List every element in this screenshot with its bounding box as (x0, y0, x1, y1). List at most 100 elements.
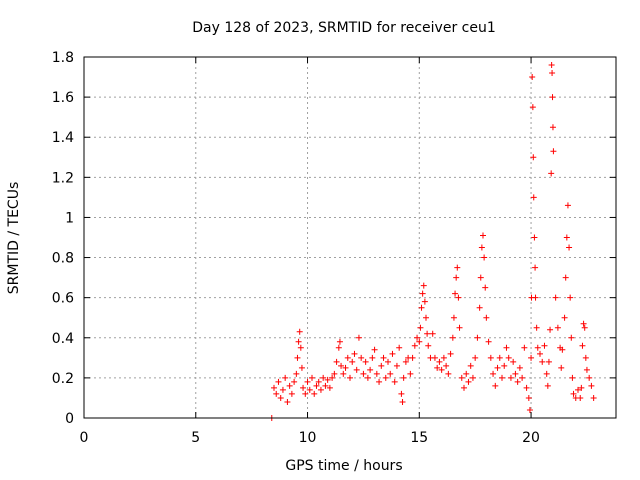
data-point (421, 298, 428, 305)
data-point (369, 354, 376, 361)
data-point (331, 370, 338, 377)
data-point (494, 364, 501, 371)
data-point (562, 274, 569, 281)
data-point (580, 320, 587, 327)
data-point (547, 326, 554, 333)
y-axis-label: SRMTID / TECUs (6, 182, 22, 295)
data-point (577, 394, 584, 401)
data-point (454, 264, 461, 271)
x-tick-label: 20 (522, 430, 540, 446)
data-point (539, 358, 546, 365)
data-point (453, 274, 460, 281)
data-point (482, 284, 489, 291)
data-point (505, 354, 512, 361)
data-point (349, 358, 356, 365)
data-point (294, 354, 301, 361)
data-point (306, 386, 313, 393)
data-point (347, 374, 353, 381)
data-point (423, 314, 429, 321)
data-point (411, 342, 418, 349)
x-tick-label: 15 (410, 430, 428, 446)
data-point (342, 364, 349, 371)
y-tick-label: 0.6 (52, 291, 74, 307)
data-point (549, 94, 556, 101)
data-point (548, 170, 555, 177)
data-point (519, 374, 526, 381)
data-point (474, 334, 481, 341)
data-point (532, 294, 539, 301)
data-point (458, 374, 465, 381)
data-point (378, 362, 385, 369)
data-point (400, 374, 407, 381)
data-point (311, 390, 318, 397)
data-point (302, 390, 309, 397)
x-tick-label: 5 (191, 430, 200, 446)
tick-label-layer: 0 0.2 0.4 0.6 0.8 1 1.2 1.4 1.6 1.8 0 5 10 15 20 (52, 50, 540, 446)
data-point (417, 324, 424, 331)
data-point (434, 364, 441, 371)
data-point (525, 394, 532, 401)
data-point (416, 338, 423, 345)
data-point (530, 154, 537, 161)
data-point (396, 344, 403, 351)
data-point (436, 358, 443, 365)
data-point (516, 364, 523, 371)
data-point (398, 390, 405, 397)
data-point (358, 354, 365, 361)
grid-layer (84, 57, 616, 418)
data-point (456, 324, 463, 331)
data-point (338, 362, 345, 369)
data-point (578, 384, 585, 391)
data-point (559, 346, 566, 353)
data-point (523, 384, 530, 391)
data-point (387, 370, 394, 377)
y-tick-label: 1.2 (52, 170, 74, 186)
data-point (586, 374, 593, 381)
data-point (534, 344, 541, 351)
data-point (324, 376, 331, 383)
points-layer (268, 62, 597, 421)
data-point (333, 358, 340, 365)
data-point (367, 366, 374, 373)
data-point (344, 354, 351, 361)
data-point (271, 384, 277, 391)
data-point (561, 314, 568, 321)
data-point (298, 364, 305, 371)
data-point (364, 374, 371, 381)
data-point (424, 330, 431, 337)
data-point (440, 354, 447, 361)
data-point (420, 282, 427, 289)
data-point (563, 234, 570, 241)
data-point (476, 304, 483, 311)
data-point (295, 338, 302, 345)
data-point (467, 362, 474, 369)
data-point (399, 398, 406, 405)
data-point (472, 354, 479, 361)
data-point (296, 328, 303, 335)
data-point (445, 370, 452, 377)
data-point (570, 390, 577, 397)
axis-layer (83, 56, 616, 419)
data-point (510, 358, 517, 365)
data-point (326, 384, 333, 391)
data-point (463, 370, 470, 377)
chart-title: Day 128 of 2023, SRMTID for receiver ceu… (192, 20, 496, 36)
data-point (353, 366, 360, 373)
y-tick-label: 0.8 (52, 251, 74, 267)
data-point (529, 104, 536, 111)
data-point (313, 382, 320, 389)
y-tick-label: 0 (65, 411, 74, 427)
data-point (329, 374, 336, 381)
data-point (273, 390, 280, 397)
data-point (554, 324, 561, 331)
data-point (362, 358, 369, 365)
data-point (530, 194, 537, 201)
data-point (528, 354, 535, 361)
data-point (315, 378, 322, 385)
data-point (409, 354, 416, 361)
data-point (461, 384, 467, 391)
data-point (543, 370, 550, 377)
data-point (541, 342, 548, 349)
data-point (284, 398, 291, 405)
